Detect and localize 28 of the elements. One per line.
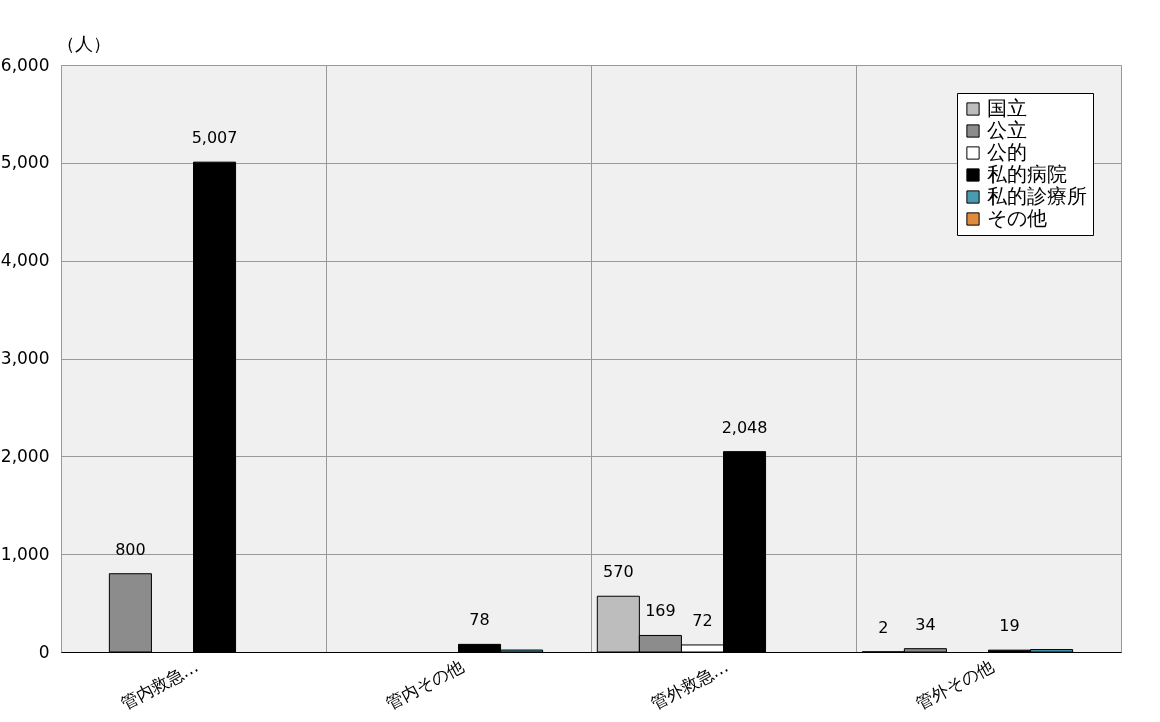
y-tick-label: 3,000: [0, 348, 50, 368]
legend-label: 私的病院: [987, 162, 1067, 186]
data-label: 72: [692, 610, 713, 630]
legend-label: その他: [987, 206, 1047, 230]
data-label: 570: [603, 562, 634, 582]
data-label: 2,048: [721, 417, 768, 437]
x-tick-label: 管外その他: [912, 655, 997, 714]
data-label: 2: [878, 617, 889, 637]
legend-label: 公的: [987, 140, 1027, 164]
y-tick-label: 1,000: [0, 543, 50, 564]
legend-label: 私的診療所: [987, 184, 1087, 208]
y-tick-label: 5,000: [0, 152, 50, 173]
legend-label: 公立: [987, 118, 1027, 142]
y-tick-label: 4,000: [0, 250, 50, 271]
data-label: 34: [915, 614, 936, 634]
data-label: 78: [469, 610, 490, 630]
legend-label: 国立: [987, 96, 1027, 120]
x-tick-label: 管内その他: [382, 655, 467, 714]
y-tick-label: 6,000: [0, 54, 50, 75]
data-label: 800: [115, 539, 146, 559]
data-label: 19: [999, 616, 1020, 636]
data-label: 5,007: [191, 128, 238, 148]
y-tick-label: 2,000: [0, 445, 50, 466]
x-tick-label: 管外救急…: [647, 655, 732, 714]
x-tick-label: 管内救急…: [117, 655, 202, 714]
y-axis-title: （人）: [56, 32, 111, 54]
y-tick-label: 0: [38, 641, 50, 662]
data-label: 169: [645, 601, 676, 621]
